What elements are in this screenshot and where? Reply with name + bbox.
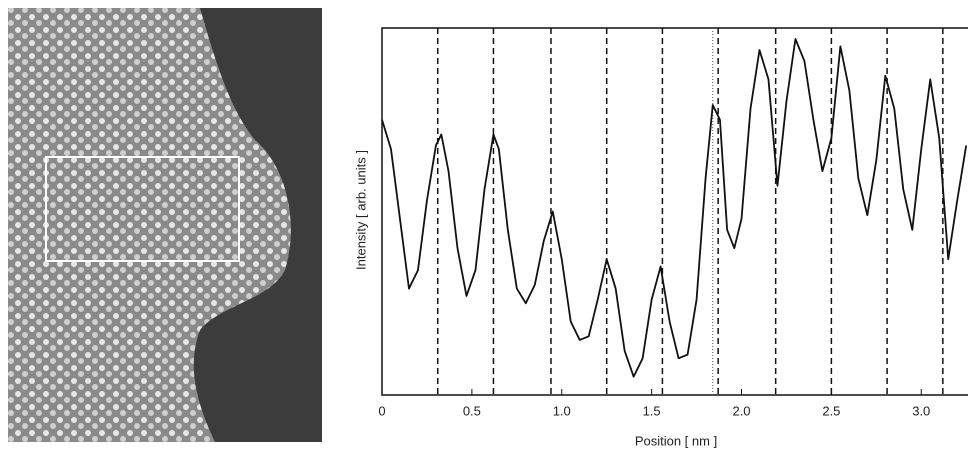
x-tick-label: 0.5 — [463, 403, 481, 418]
plot-frame — [381, 27, 968, 396]
x-tick-label: 0 — [378, 403, 385, 418]
x-axis-label: Position [ nm ] — [635, 433, 717, 448]
micrograph — [8, 8, 322, 442]
crystal — [8, 8, 291, 442]
x-tick-label: 2.0 — [732, 403, 750, 418]
selection-box — [45, 156, 240, 262]
y-axis-label: Intensity [ arb. units ] — [353, 150, 368, 270]
x-tick-label: 3.0 — [912, 403, 930, 418]
x-tick-label: 1.5 — [643, 403, 661, 418]
x-tick-label: 2.5 — [822, 403, 840, 418]
x-tick-label: 1.0 — [553, 403, 571, 418]
line-series — [381, 38, 968, 378]
